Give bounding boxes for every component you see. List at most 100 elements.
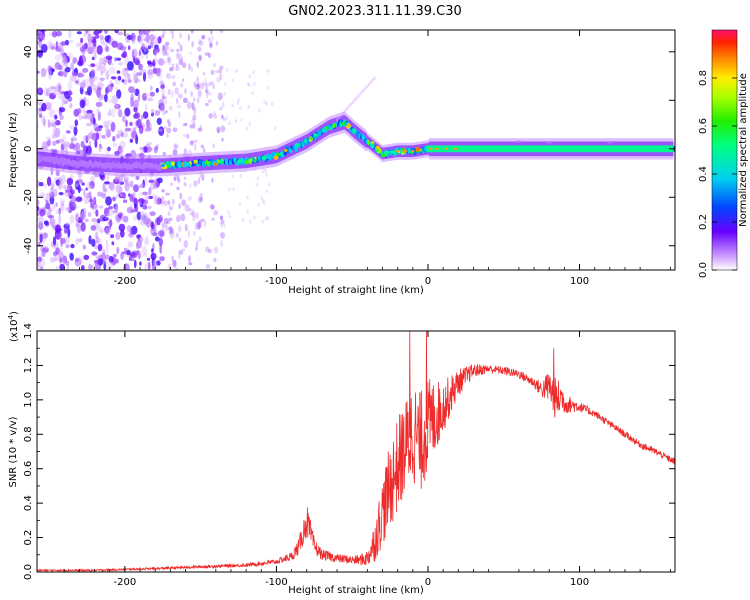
noise-blob [90, 202, 94, 209]
noise-blob [182, 133, 187, 138]
noise-blob [211, 178, 214, 183]
noise-blob [41, 102, 47, 112]
noise-blob [150, 252, 157, 260]
noise-blob [144, 263, 148, 270]
noise-blob [349, 102, 352, 107]
noise-blob [155, 195, 161, 206]
noise-blob [196, 97, 200, 104]
noise-blob [37, 216, 44, 224]
noise-blob [156, 260, 161, 266]
colorbar-gradient [711, 29, 738, 271]
ridge-peak [344, 122, 348, 126]
noise-blob [45, 192, 50, 200]
noise-blob [119, 140, 126, 149]
noise-blob [85, 78, 92, 88]
noise-blob [52, 140, 57, 146]
noise-blob [216, 126, 220, 133]
noise-blob [176, 186, 180, 191]
noise-blob [183, 147, 187, 156]
noise-blob [193, 122, 196, 130]
noise-blob [248, 74, 251, 79]
noise-blob [183, 182, 187, 187]
noise-blob [125, 119, 128, 128]
noise-blob [220, 239, 224, 247]
noise-blob [106, 84, 113, 93]
noise-blob [54, 254, 59, 260]
noise-blob [182, 62, 187, 69]
noise-blob [262, 169, 265, 174]
noise-blob [215, 40, 219, 46]
noise-blob [75, 196, 83, 202]
noise-blob [219, 72, 223, 81]
noise-blob [59, 107, 66, 113]
noise-blob [183, 240, 188, 249]
noise-blob [75, 42, 83, 48]
noise-blob [66, 177, 74, 186]
noise-blob [152, 232, 158, 237]
noise-blob [152, 59, 156, 67]
noise-blob [133, 73, 139, 84]
noise-blob [171, 91, 174, 98]
noise-blob [95, 62, 102, 72]
colorbar-tick-label: 0.2 [698, 214, 709, 230]
noise-blob [184, 88, 187, 94]
noise-blob [80, 140, 85, 148]
noise-blob [61, 95, 66, 104]
noise-blob [94, 34, 100, 39]
noise-blob [265, 101, 269, 106]
ridge-peak [403, 150, 407, 153]
noise-blob [132, 48, 138, 59]
noise-blob [156, 47, 160, 53]
noise-blob [108, 182, 114, 190]
noise-blob [371, 78, 374, 83]
colorbar: 0.0 0.2 0.4 0.6 0.8 Normalized spectral ampl… [698, 29, 749, 278]
noise-blob [37, 106, 43, 116]
y-tick-label: 0.8 [23, 426, 34, 442]
ridge-peak [284, 149, 288, 152]
noise-blob [147, 205, 153, 210]
ridge-peak [444, 147, 448, 150]
noise-blob [546, 141, 553, 145]
noise-blob [213, 210, 219, 216]
noise-blob [147, 64, 153, 69]
noise-blob [210, 204, 215, 210]
noise-blob [42, 183, 48, 189]
noise-blob [245, 126, 249, 131]
noise-blob [252, 70, 255, 75]
noise-blob [194, 143, 197, 151]
noise-blob [39, 233, 43, 243]
noise-blob [161, 222, 166, 228]
noise-blob [195, 242, 199, 251]
noise-blob [74, 205, 79, 210]
noise-blob [87, 85, 92, 96]
noise-blob [38, 182, 44, 187]
noise-blob [67, 91, 73, 96]
noise-blob [231, 103, 234, 108]
noise-blob [124, 183, 131, 188]
noise-blob [146, 257, 151, 261]
noise-blob [118, 61, 124, 66]
noise-blob [189, 140, 194, 145]
noise-blob [261, 198, 265, 203]
noise-blob [197, 82, 200, 91]
noise-blob [55, 83, 62, 93]
noise-blob [204, 220, 207, 228]
noise-blob [54, 114, 58, 120]
noise-blob [81, 182, 85, 186]
noise-blob [89, 181, 95, 190]
noise-blob [72, 57, 78, 64]
noise-blob [188, 262, 193, 266]
noise-blob [40, 67, 47, 78]
noise-blob [44, 197, 48, 202]
noise-blob [48, 207, 52, 213]
noise-blob [55, 224, 62, 233]
noise-blob [138, 192, 143, 197]
noise-blob [87, 35, 94, 41]
noise-blob [161, 229, 165, 237]
noise-blob [193, 81, 197, 88]
noise-blob [61, 55, 65, 60]
ridge-peak [275, 152, 281, 157]
figure-title: GN02.2023.311.11.39.C30 [288, 4, 462, 19]
noise-blob [49, 92, 56, 100]
noise-blob [96, 107, 100, 116]
